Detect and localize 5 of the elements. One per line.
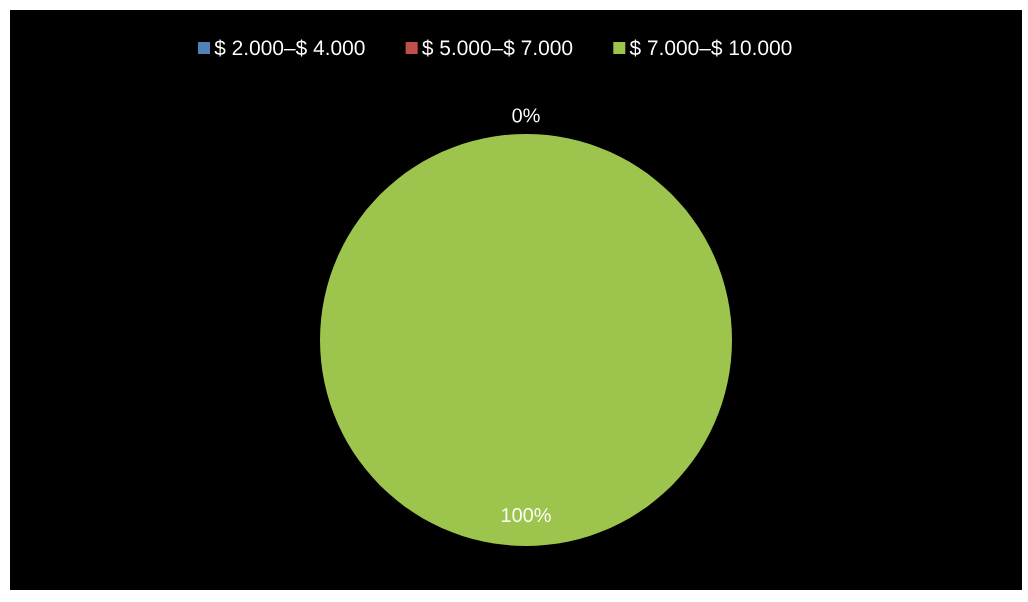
legend-label: $ 2.000–$ 4.000 [214,39,365,57]
data-label: 100% [502,508,551,523]
text: 0% [512,108,540,123]
legend-label: $ 5.000–$ 7.000 [422,39,573,57]
legend-label: $ 7.000–$ 10.000 [629,39,792,57]
